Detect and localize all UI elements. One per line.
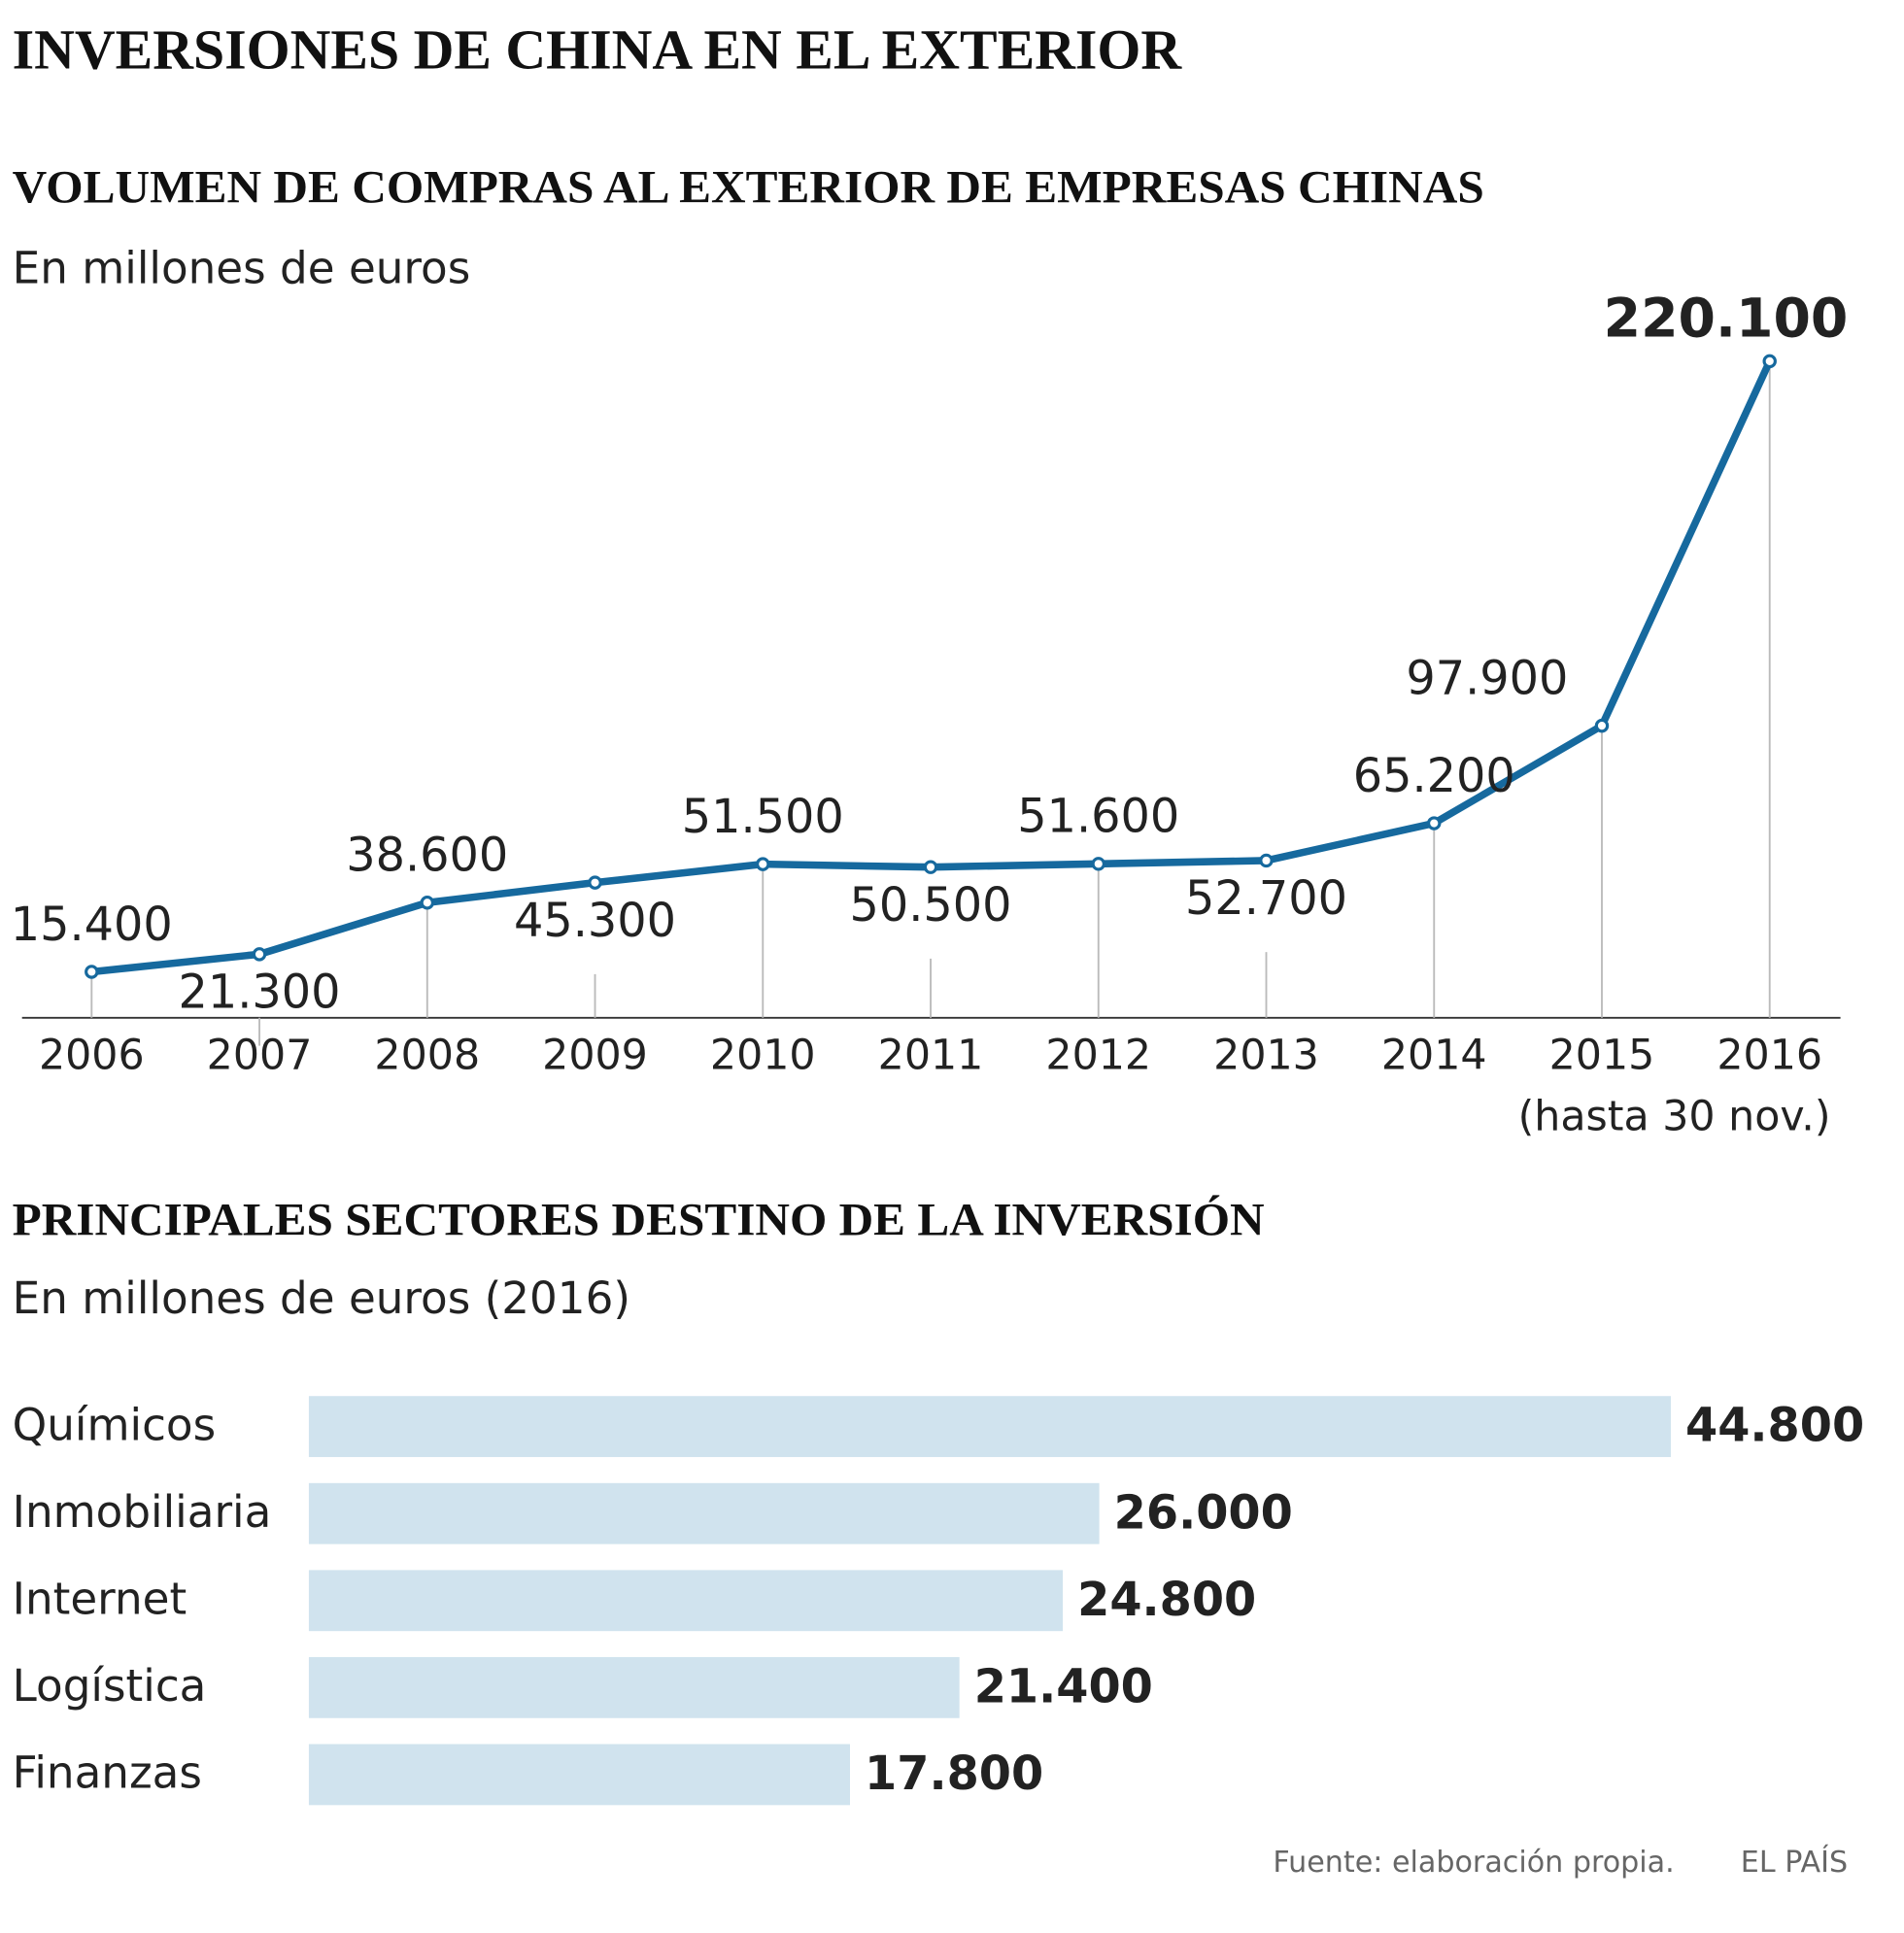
point xyxy=(1762,354,1777,369)
chart-subtitle: En millones de euros (2016) xyxy=(13,1272,630,1324)
data-label: 220.100 xyxy=(1604,288,1849,351)
chart-title: VOLUMEN DE COMPRAS AL EXTERIOR DE EMPRES… xyxy=(13,162,1484,214)
data-label: 52.700 xyxy=(1185,872,1347,926)
data-label: 21.400 xyxy=(974,1660,1153,1713)
x-tick-label: 2008 xyxy=(374,1032,480,1080)
bar xyxy=(308,1656,960,1718)
category-label: Inmobiliaria xyxy=(13,1486,272,1538)
x-note: (hasta 30 nov.) xyxy=(1518,1092,1831,1140)
data-label: 51.600 xyxy=(1017,791,1179,844)
category-label: Internet xyxy=(13,1574,187,1625)
point xyxy=(588,875,602,890)
chart-title: PRINCIPALES SECTORES DESTINO DE LA INVER… xyxy=(13,1193,1265,1245)
x-tick-label: 2013 xyxy=(1213,1032,1319,1080)
data-label: 26.000 xyxy=(1114,1486,1293,1540)
point xyxy=(923,860,938,874)
x-tick-label: 2016 xyxy=(1717,1032,1822,1080)
x-tick-label: 2011 xyxy=(878,1032,984,1080)
x-tick-label: 2009 xyxy=(542,1032,648,1080)
x-tick-label: 2010 xyxy=(710,1032,816,1080)
point xyxy=(1259,853,1274,868)
category-label: Químicos xyxy=(13,1399,217,1450)
data-label: 44.800 xyxy=(1685,1400,1864,1453)
point xyxy=(420,896,435,910)
point xyxy=(1091,857,1105,871)
point xyxy=(252,947,267,962)
data-label: 97.900 xyxy=(1406,652,1568,705)
chart-subtitle: En millones de euros xyxy=(13,242,471,293)
data-label: 45.300 xyxy=(514,895,676,948)
data-label: 17.800 xyxy=(865,1747,1043,1801)
data-label: 21.300 xyxy=(179,966,341,1020)
x-tick-label: 2015 xyxy=(1549,1032,1655,1080)
bar xyxy=(308,1482,1100,1544)
main-title: INVERSIONES DE CHINA EN EL EXTERIOR xyxy=(13,18,1183,81)
data-label: 38.600 xyxy=(346,830,508,883)
point xyxy=(85,965,99,979)
bar xyxy=(308,1744,850,1806)
category-label: Finanzas xyxy=(13,1747,202,1799)
data-label: 24.800 xyxy=(1077,1574,1256,1627)
bar xyxy=(308,1570,1064,1632)
credit: EL PAÍS xyxy=(1741,1845,1848,1880)
data-label: 50.500 xyxy=(850,879,1012,933)
point xyxy=(756,857,770,871)
point xyxy=(1594,718,1610,733)
x-tick-label: 2006 xyxy=(39,1032,145,1080)
point xyxy=(1427,816,1442,831)
bar xyxy=(308,1396,1671,1458)
x-tick-label: 2014 xyxy=(1381,1032,1487,1080)
x-tick-label: 2012 xyxy=(1045,1032,1151,1080)
data-label: 15.400 xyxy=(11,899,173,952)
source: Fuente: elaboración propia. xyxy=(1273,1846,1674,1880)
data-label: 51.500 xyxy=(682,791,844,844)
data-label: 65.200 xyxy=(1353,750,1515,803)
category-label: Logística xyxy=(13,1660,207,1712)
